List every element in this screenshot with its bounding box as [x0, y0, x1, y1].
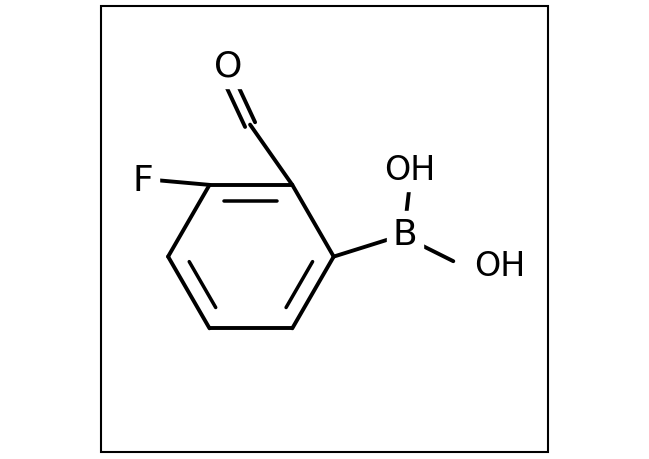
Text: OH: OH [474, 250, 525, 283]
Text: F: F [132, 164, 153, 198]
Text: O: O [214, 49, 242, 83]
Text: B: B [393, 217, 417, 251]
Text: OH: OH [384, 153, 435, 186]
